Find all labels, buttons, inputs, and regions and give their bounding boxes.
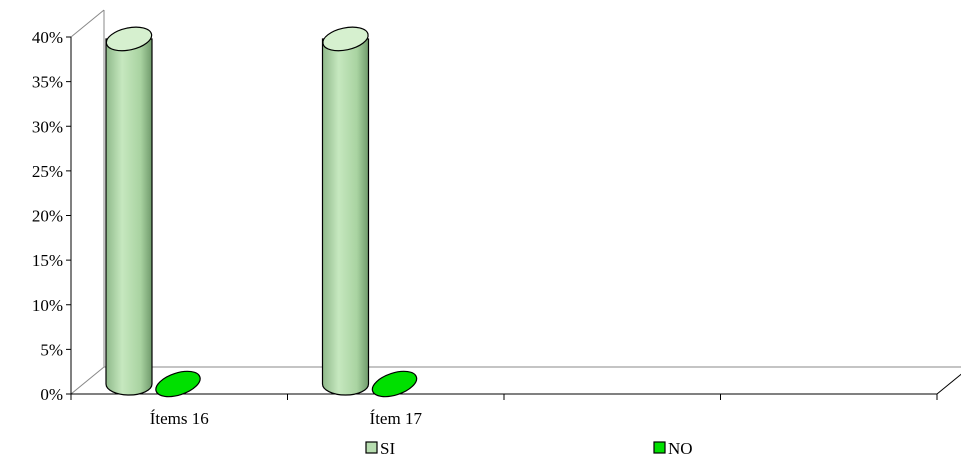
x-tick-label: Ítems 16 [150,409,209,428]
bars [105,26,418,398]
legend-label-no: NO [668,439,693,458]
y-tick-label: 15% [32,251,63,270]
bar-no [371,370,418,398]
y-tick-label: 30% [32,117,63,136]
floor-right-edge [936,373,961,395]
y-tick-label: 35% [32,73,63,92]
bar-no [155,370,201,398]
x-tick-label: Ítem 17 [370,409,423,428]
legend-swatch-no [653,441,666,454]
bar-si-top [105,26,153,52]
legend-swatch-si [365,441,378,454]
bar-si [105,38,153,396]
bar-si [321,38,370,396]
y-tick-label: 20% [32,207,63,226]
y-tick-label: 5% [40,340,63,359]
floor-left-edge [70,366,105,395]
y-tick-label: 40% [32,28,63,47]
legend-label-si: SI [380,439,395,458]
chart-frame [70,9,961,395]
top-depth-edge [70,9,105,38]
y-tick-label: 25% [32,162,63,181]
x-axis: Ítems 16 Ítem 17 [70,393,938,428]
y-tick-label: 10% [32,296,63,315]
y-tick-label: 0% [40,385,63,404]
legend: SI NO [365,439,693,458]
y-axis: 0% 5% 10% 15% 20% 25% 30% 35% 40% [32,28,72,404]
bar-si-top [322,26,369,52]
